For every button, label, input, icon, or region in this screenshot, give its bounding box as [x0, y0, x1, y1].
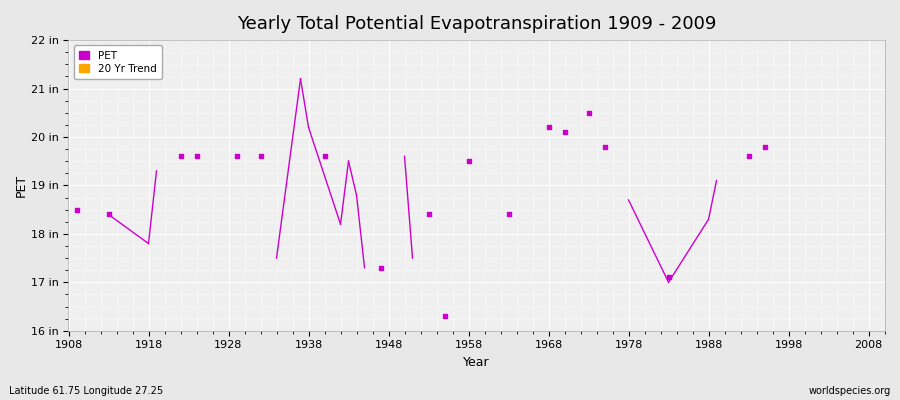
Point: [253, 153, 267, 160]
Point: [421, 211, 436, 218]
Point: [230, 153, 244, 160]
Text: worldspecies.org: worldspecies.org: [809, 386, 891, 396]
Point: [662, 274, 676, 281]
Point: [102, 211, 116, 218]
Point: [374, 264, 388, 271]
Point: [189, 153, 203, 160]
Point: [174, 153, 188, 160]
Point: [69, 206, 84, 213]
Point: [557, 129, 572, 135]
Point: [541, 124, 555, 130]
X-axis label: Year: Year: [464, 356, 490, 369]
Point: [437, 313, 452, 319]
Point: [462, 158, 476, 164]
Y-axis label: PET: PET: [15, 174, 28, 197]
Legend: PET, 20 Yr Trend: PET, 20 Yr Trend: [74, 45, 162, 79]
Point: [581, 110, 596, 116]
Point: [757, 144, 771, 150]
Point: [501, 211, 516, 218]
Title: Yearly Total Potential Evapotranspiration 1909 - 2009: Yearly Total Potential Evapotranspiratio…: [237, 15, 716, 33]
Point: [742, 153, 756, 160]
Text: Latitude 61.75 Longitude 27.25: Latitude 61.75 Longitude 27.25: [9, 386, 163, 396]
Point: [598, 144, 612, 150]
Point: [318, 153, 332, 160]
